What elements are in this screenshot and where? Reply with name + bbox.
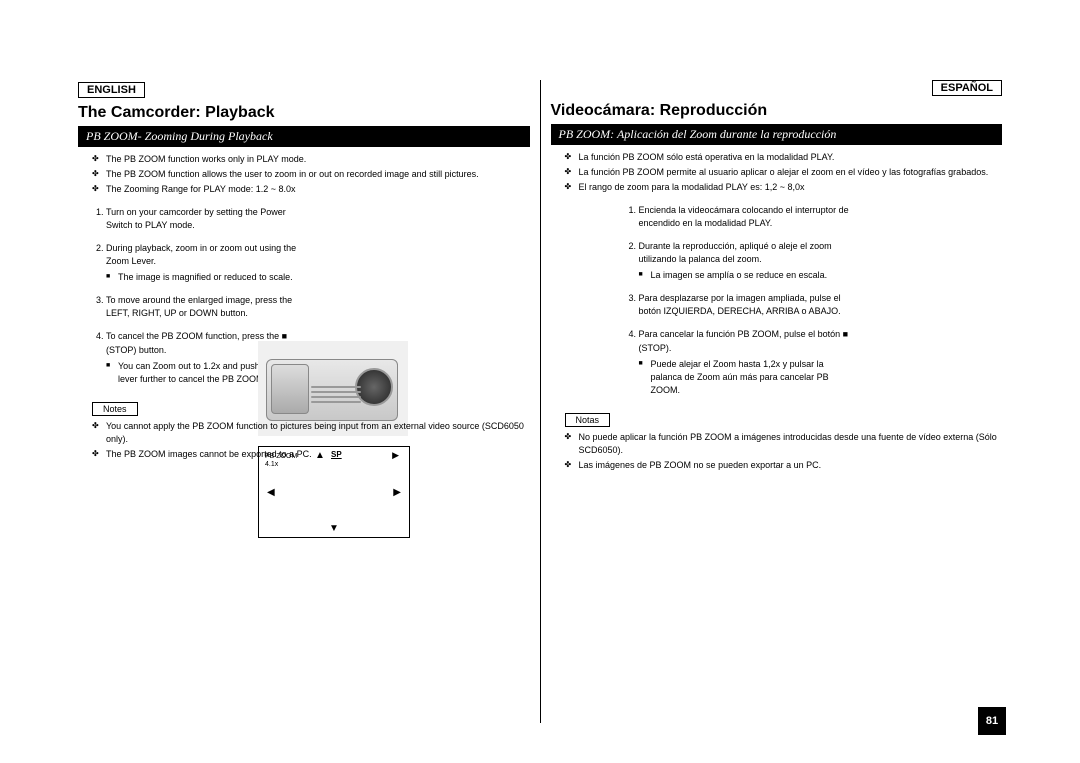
substep-item: The image is magnified or reduced to sca… [106,271,301,284]
intro-item: La función PB ZOOM sólo está operativa e… [569,151,1003,164]
substep-list: La imagen se amplía o se reduce en escal… [639,269,854,282]
step-text: During playback, zoom in or zoom out usi… [106,243,296,266]
intro-item: The PB ZOOM function works only in PLAY … [96,153,530,166]
cam-detail-lines [311,386,361,410]
step-text: Encienda la videocámara colocando el int… [639,205,849,228]
note-item: No puede aplicar la función PB ZOOM a im… [569,431,1003,457]
left-notes-label: Notes [92,402,138,416]
arrow-left-icon: ◀ [267,487,275,498]
substep-list: The image is magnified or reduced to sca… [106,271,301,284]
right-column: ESPAÑOL Videocámara: Reproducción PB ZOO… [540,80,1003,723]
left-body: Turn on your camcorder by setting the Po… [78,206,530,386]
left-column: ENGLISH The Camcorder: Playback PB ZOOM-… [78,80,540,723]
intro-item: El rango de zoom para la modalidad PLAY … [569,181,1003,194]
note-item: Las imágenes de PB ZOOM no se pueden exp… [569,459,1003,472]
step-item: Para cancelar la función PB ZOOM, pulse … [639,328,854,396]
step-text: Turn on your camcorder by setting the Po… [106,207,286,230]
left-title: The Camcorder: Playback [78,104,530,122]
two-columns: ENGLISH The Camcorder: Playback PB ZOOM-… [78,80,1002,723]
arrow-right-icon: ▶ [393,487,401,498]
left-intro-list: The PB ZOOM function works only in PLAY … [78,153,530,196]
note-item: You cannot apply the PB ZOOM function to… [96,420,530,446]
step-item: Durante la reproducción, apliqué o aleje… [639,240,854,282]
right-intro-list: La función PB ZOOM sólo está operativa e… [551,151,1003,194]
arrow-down-icon: ▼ [329,523,339,534]
right-title: Videocámara: Reproducción [551,102,1003,120]
step-item: During playback, zoom in or zoom out usi… [106,242,301,284]
step-text: Durante la reproducción, apliqué o aleje… [639,241,832,264]
step-item: Turn on your camcorder by setting the Po… [106,206,301,232]
left-subtitle-bar: PB ZOOM- Zooming During Playback [78,126,530,147]
page-number-badge: 81 [978,707,1006,735]
intro-item: La función PB ZOOM permite al usuario ap… [569,166,1003,179]
substep-item: La imagen se amplía o se reduce en escal… [639,269,854,282]
right-subtitle-bar: PB ZOOM: Aplicación del Zoom durante la … [551,124,1003,145]
step-text: Para cancelar la función PB ZOOM, pulse … [639,329,849,352]
manual-page: ENGLISH The Camcorder: Playback PB ZOOM-… [0,0,1080,763]
substep-item: Puede alejar el Zoom hasta 1,2x y pulsar… [639,358,854,397]
step-text: To move around the enlarged image, press… [106,295,292,318]
step-item: Encienda la videocámara colocando el int… [639,204,854,230]
lang-label-spanish: ESPAÑOL [932,80,1002,96]
lang-label-english: ENGLISH [78,82,145,98]
note-item: The PB ZOOM images cannot be exported to… [96,448,530,461]
right-notes-list: No puede aplicar la función PB ZOOM a im… [551,431,1003,472]
substep-list: Puede alejar el Zoom hasta 1,2x y pulsar… [639,358,854,397]
right-notes-label: Notas [565,413,611,427]
cam-body-shape [266,359,398,421]
step-item: Para desplazarse por la imagen ampliada,… [639,292,854,318]
step-text: Para desplazarse por la imagen ampliada,… [639,293,841,316]
cam-grip-shape [271,364,309,414]
intro-item: The PB ZOOM function allows the user to … [96,168,530,181]
right-steps: Encienda la videocámara colocando el int… [611,204,854,397]
osd-zoom-value: 4.1x [265,461,278,468]
intro-item: The Zooming Range for PLAY mode: 1.2 ~ 8… [96,183,530,196]
step-item: To move around the enlarged image, press… [106,294,301,320]
left-notes-list: You cannot apply the PB ZOOM function to… [78,420,530,461]
